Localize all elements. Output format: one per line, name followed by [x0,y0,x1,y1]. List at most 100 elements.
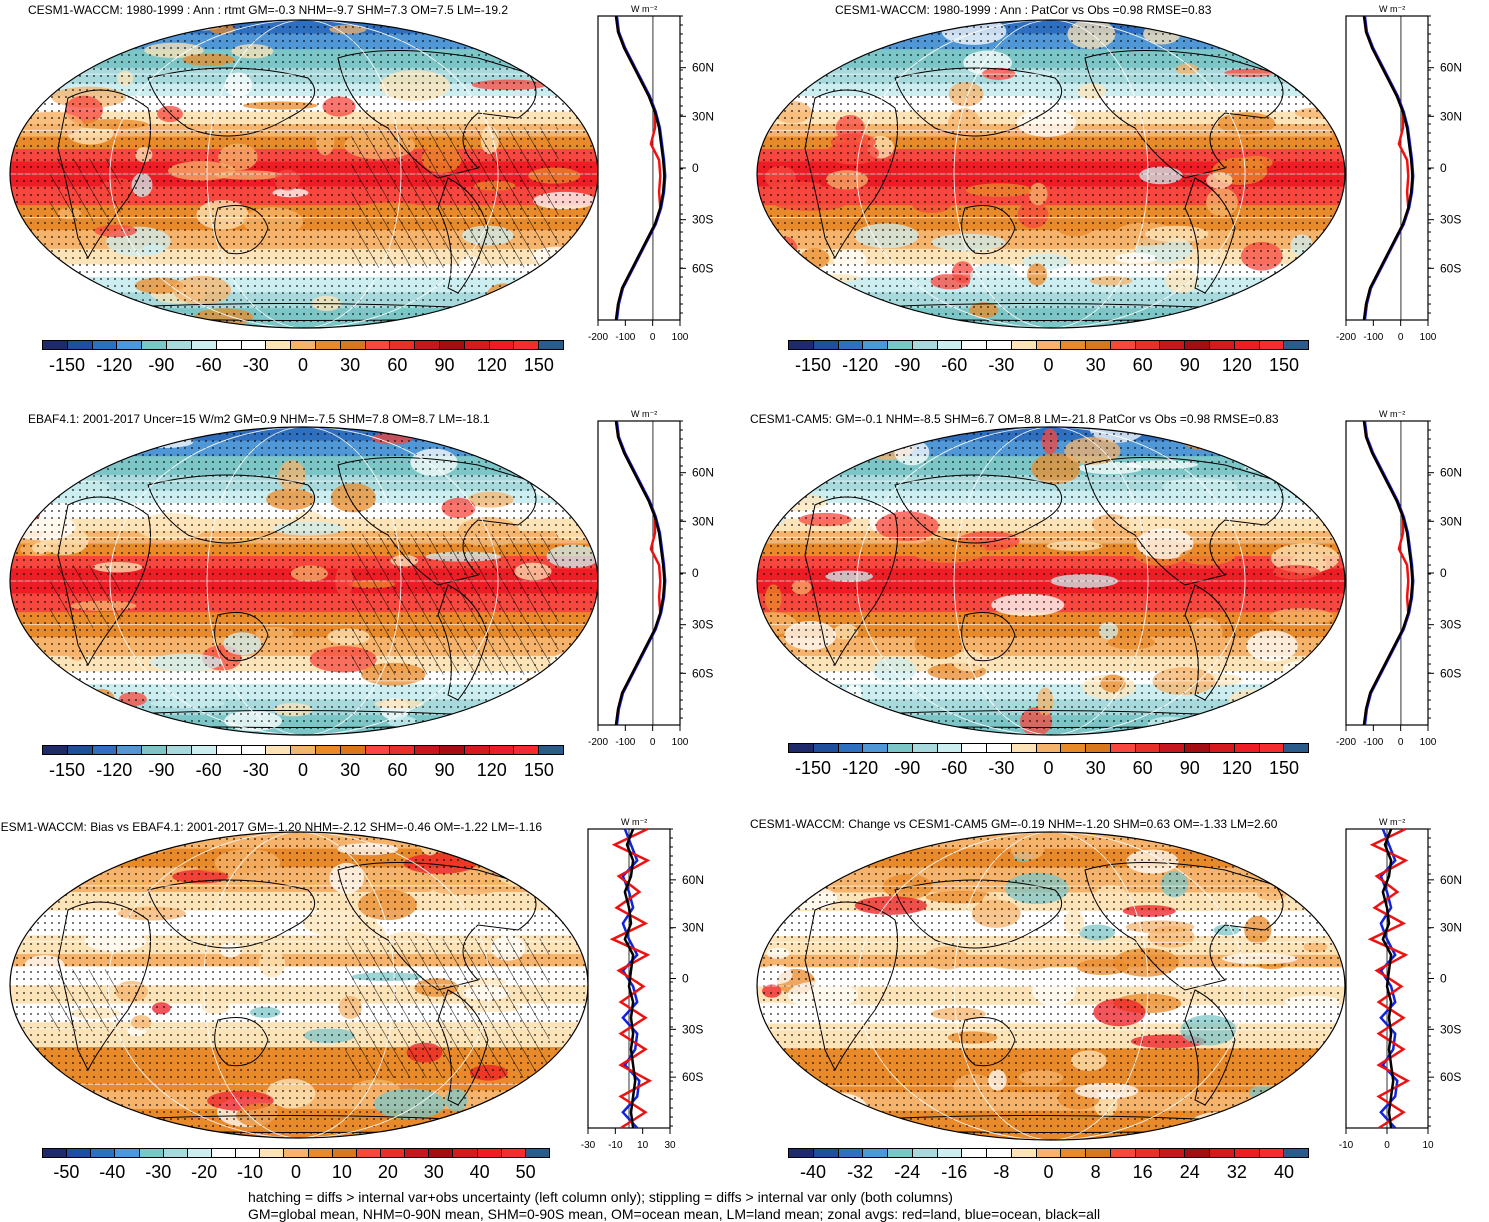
colorbar-tick-label: -60 [195,760,222,780]
colorbar-tick-label: -30 [988,758,1015,778]
colorbar-swatch [139,1149,164,1157]
latitude-label: 60S [692,666,713,680]
profile-x-tick-label: -100 [615,737,635,748]
map-anomaly-blob [10,868,57,899]
colorbar-swatch [1160,341,1186,349]
colorbar-tick-label: 30 [1085,758,1106,778]
profile-x-tick-label: -30 [581,1140,596,1151]
colorbar-tick-label: 16 [1132,1162,1153,1182]
colorbar-swatch [315,341,341,349]
colorbar-tick-label: -90 [148,760,175,780]
profile-x-tick-label: 10 [1422,1140,1434,1151]
zonal-profile-panel-5: W m⁻² 60N 30N 0 30S 60S -30 -10 10 30 [581,817,704,1151]
footnote-hatching: hatching = diffs > internal var+obs unce… [248,1189,953,1205]
colorbar-swatch [67,746,93,754]
panel-2-title: CESM1-WACCM: 1980-1999 : Ann : PatCor vs… [835,3,1212,17]
colorbar-swatch [1234,341,1260,349]
map-anomaly-blob [122,832,168,848]
map-anomaly-blob [504,1090,547,1119]
colorbar-swatch [1259,341,1285,349]
map-panel-4 [756,426,1346,736]
colorbar-tick-label: 20 [377,1162,398,1182]
latitude-label: 30N [1440,921,1462,935]
colorbar-labels-panel-4: -150 -120 -90 -60 -30 0 30 60 90 120 150 [788,758,1309,780]
colorbar-tick-label: -8 [993,1162,1010,1182]
colorbar-swatch [440,746,465,754]
colorbar-panel-2 [788,340,1309,350]
profile-unit-label: W m⁻² [1379,817,1405,827]
map-panel-1 [9,19,599,329]
colorbar-tick-label: 0 [1043,355,1054,375]
profile-x-tick-label: 100 [1420,332,1437,343]
colorbar-tick-label: 30 [340,355,361,375]
colorbar-swatch [514,746,540,754]
colorbar-tick-label: 30 [1085,355,1106,375]
colorbar-swatch [308,1149,333,1157]
latitude-label: 60N [692,466,714,480]
colorbar-tick-label: -120 [842,355,879,375]
colorbar-swatch [1036,341,1062,349]
map-anomaly-blob [774,35,834,62]
colorbar-swatch [1086,744,1111,752]
colorbar-swatch [340,341,366,349]
colorbar-swatch [863,341,889,349]
colorbar-tick-label: -150 [794,758,832,778]
colorbar-tick-label: 30 [423,1162,444,1182]
colorbar-tick-label: -150 [794,355,832,375]
colorbar-swatch [1036,1149,1062,1157]
colorbar-swatch [291,746,316,754]
colorbar-swatch [67,341,93,349]
map-anomaly-blob [10,469,82,488]
latitude-label: 60N [1440,873,1462,887]
colorbar-swatch [191,341,217,349]
colorbar-swatch [1210,1149,1235,1157]
colorbar-tick-label: 24 [1179,1162,1200,1182]
latitude-label: 30N [1440,109,1462,123]
zonal-mean-line [614,15,666,321]
colorbar-swatch [937,1149,963,1157]
zonal-mean-line [1362,420,1410,726]
panel-4-title: CESM1-CAM5: GM=-0.1 NHM=-8.5 SHM=6.7 OM=… [750,412,1279,426]
colorbar-swatch [539,746,564,754]
latitude-label: 60S [692,261,713,275]
panel-5-title: CESM1-WACCM: Bias vs EBAF4.1: 2001-2017 … [0,820,543,834]
colorbar-tick-label: 90 [434,355,455,375]
colorbar-swatch [163,1149,188,1157]
latitude-label: 0 [692,161,699,175]
colorbar-swatch [167,746,192,754]
colorbar-tick-label: -120 [842,758,879,778]
zonal-profile-panel-2: W m⁻² 60N 30N 0 30S 60S -200 -100 0 100 [1336,4,1462,343]
colorbar-swatch [1259,1149,1285,1157]
colorbar-tick-label: 150 [523,355,554,375]
colorbar-swatch [1185,744,1211,752]
colorbar-swatch [838,341,864,349]
map-panel-5 [9,831,589,1139]
latitude-label: 30S [1440,618,1461,632]
latitude-label: 60S [1440,261,1461,275]
colorbar-swatch [962,341,988,349]
map-anomaly-blob [849,427,908,442]
colorbar-swatch [1061,744,1087,752]
zonal-mean-line [1362,420,1414,726]
colorbar-swatch [789,1149,814,1157]
latitude-label: 60S [1440,666,1461,680]
latitude-label: 30S [692,618,713,632]
latitude-label: 0 [1440,161,1447,175]
colorbar-swatch [415,746,440,754]
colorbar-swatch [1210,744,1235,752]
latitude-label: 0 [1440,566,1447,580]
colorbar-labels-panel-1: -150 -120 -90 -60 -30 0 30 60 90 120 150 [42,355,564,377]
map-anomaly-blob [458,427,516,439]
colorbar-swatch [365,746,391,754]
colorbar-tick-label: -120 [96,355,133,375]
map-anomaly-blob [10,642,40,671]
colorbar-tick-label: 60 [1132,758,1153,778]
colorbar-swatch [43,341,68,349]
map-anomaly-blob [473,715,495,735]
colorbar-swatch [1185,341,1211,349]
profile-x-tick-label: 0 [1398,332,1404,343]
colorbar-swatch [211,1149,237,1157]
colorbar-panel-6 [788,1148,1309,1158]
colorbar-tick-label: 60 [1132,355,1153,375]
colorbar-swatch [1284,744,1309,752]
